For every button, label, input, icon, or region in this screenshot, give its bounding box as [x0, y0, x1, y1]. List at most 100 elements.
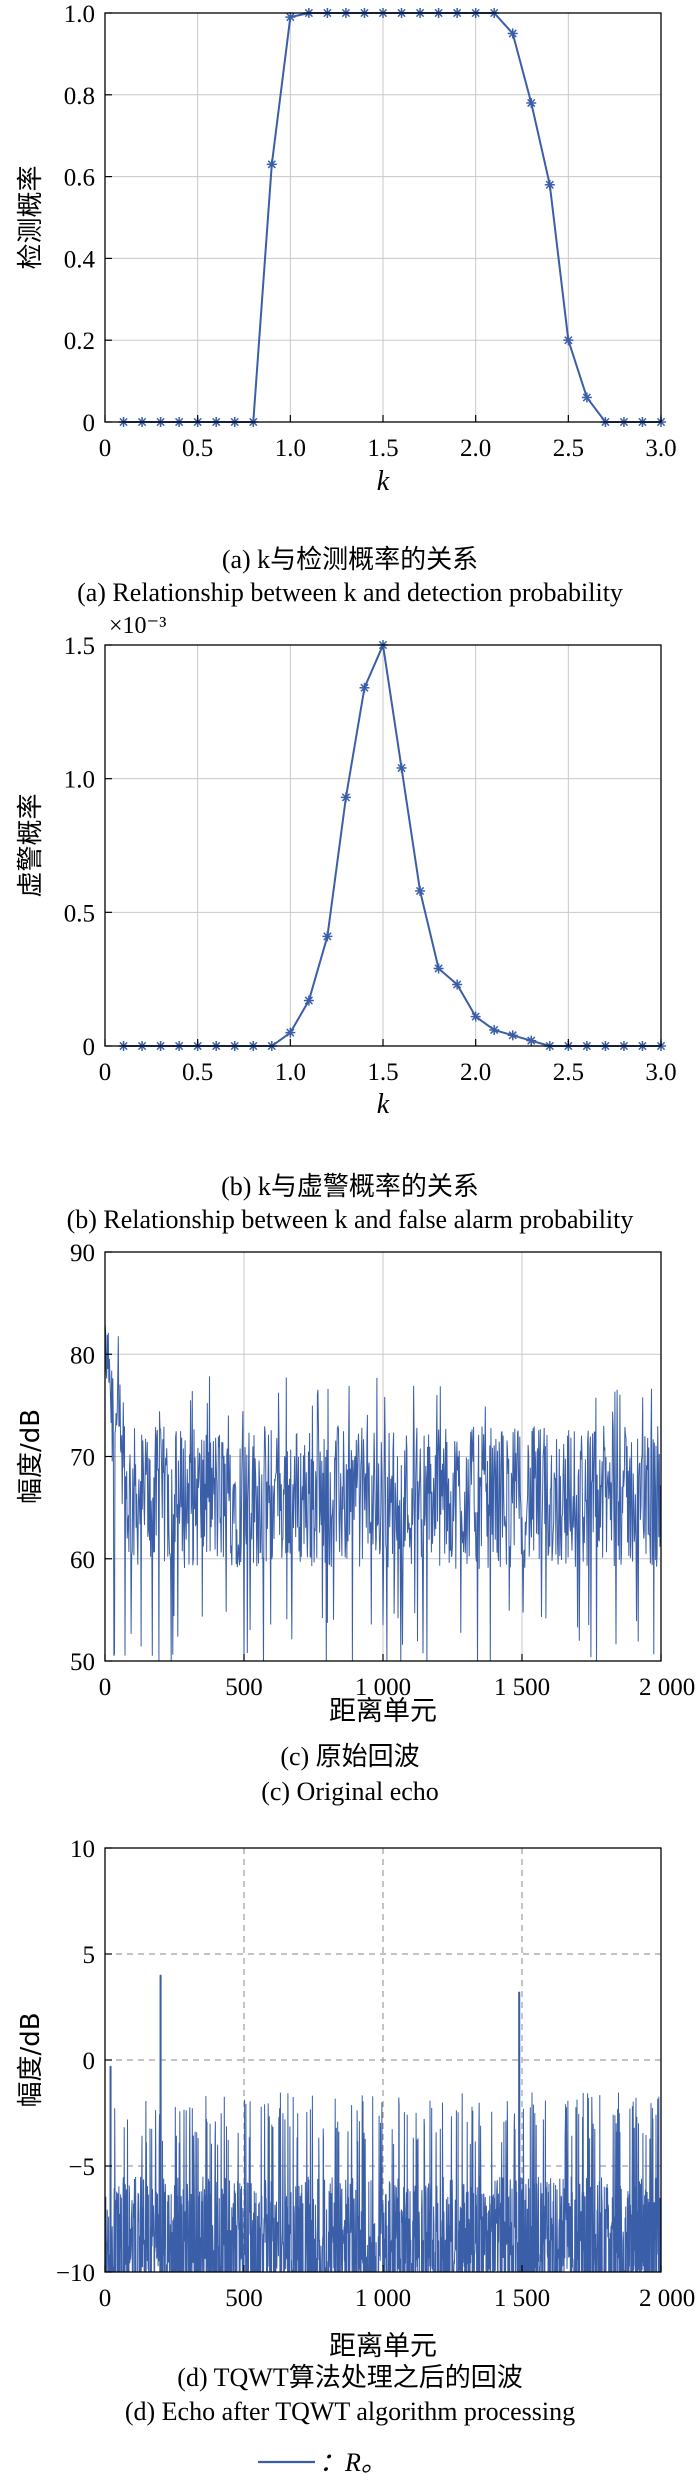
- chart-c-xtick-label-4: 2 000: [639, 1674, 695, 1701]
- chart-a-xtick-label-5: 2.5: [553, 435, 584, 462]
- chart-c-xtick-label-3: 1 500: [494, 1674, 550, 1701]
- chart-c-caption-en: (c) Original echo: [261, 1777, 439, 1806]
- chart-c-caption-cn: (c) 原始回波: [280, 1742, 419, 1771]
- chart-b-xtick-label-4: 2.0: [460, 1059, 491, 1086]
- chart-a-point-23: [544, 179, 555, 190]
- chart-b-exponent-label: ×10⁻³: [109, 613, 166, 639]
- chart-b-caption-cn: (b) k与虚警概率的关系: [221, 1172, 479, 1201]
- chart-b-point-18: [452, 979, 463, 990]
- chart-b-ytick-label-0: 0: [83, 1034, 96, 1061]
- chart-panel-b: 0 0.5 1.0 1.5 2.0 2.5 3.0 0 0.5 1.0 1.5 ×10⁻³ 虚警概率…: [16, 613, 677, 1234]
- chart-d-caption-cn: (d) TQWT算法处理之后的回波: [177, 2363, 522, 2392]
- chart-panel-c: 0 500 1 000 1 500 2 000 50 60 70 80 90 幅度/dB 距离单元…: [16, 1240, 695, 1806]
- chart-a-point-8: [266, 159, 277, 170]
- chart-d-ytick-label-3: 5: [83, 1942, 96, 1969]
- chart-panel-a: 0 0.5 1.0 1.5 2.0 2.5 3.0 0 0.2 0.4 0.6 0.8 1.0 检测概率…: [16, 1, 677, 607]
- chart-a-xtick-label-4: 2.0: [460, 435, 491, 462]
- chart-d-y-axis-label: 幅度/dB: [16, 2012, 46, 2107]
- chart-a-caption-cn: (a) k与检测概率的关系: [222, 545, 478, 574]
- chart-b-point-21: [507, 1030, 518, 1041]
- chart-d-xtick-label-2: 1 000: [355, 2285, 411, 2312]
- chart-a-point-24: [563, 335, 574, 346]
- chart-d-caption-en: (d) Echo after TQWT algorithm processing: [125, 2397, 575, 2426]
- chart-a-series-line: [123, 12, 661, 423]
- chart-b-y-axis-label: 虚警概率: [16, 793, 46, 897]
- chart-a-x-axis-label: k: [377, 466, 390, 497]
- chart-a-xtick-label-0: 0: [99, 435, 112, 462]
- chart-b-point-22: [526, 1035, 537, 1046]
- chart-c-plot-area: [105, 1323, 661, 1661]
- chart-c-ytick-label-1: 60: [70, 1547, 95, 1574]
- chart-c-ytick-label-3: 80: [70, 1342, 95, 1369]
- chart-b-series-line: [123, 641, 661, 1047]
- chart-a-ytick-label-2: 0.4: [64, 246, 96, 273]
- chart-d-x-axis-label: 距离单元: [329, 2331, 437, 2361]
- legend-label: ：R。: [319, 2448, 387, 2477]
- chart-a-xtick-label-3: 1.5: [367, 435, 398, 462]
- chart-d-series-line: [105, 1974, 661, 2272]
- chart-b-plot-area: [118, 640, 666, 1051]
- chart-a-point-9: [285, 12, 296, 23]
- chart-d-ytick-label-2: 0: [83, 2048, 96, 2075]
- chart-a-xtick-label-6: 3.0: [645, 435, 676, 462]
- chart-b-x-axis-label: k: [377, 1089, 390, 1120]
- chart-d-ytick-label-4: 10: [70, 1836, 95, 1863]
- chart-b-xtick-label-5: 2.5: [553, 1059, 584, 1086]
- chart-b-point-10: [303, 995, 314, 1006]
- chart-d-xtick-label-1: 500: [225, 2285, 263, 2312]
- chart-b-xtick-label-1: 0.5: [182, 1059, 213, 1086]
- chart-a-ytick-label-0: 0: [83, 410, 96, 437]
- chart-a-caption-en: (a) Relationship between k and detection…: [77, 578, 623, 607]
- chart-b-point-13: [359, 682, 370, 693]
- chart-a-ticks: 0 0.5 1.0 1.5 2.0 2.5 3.0 0 0.2 0.4 0.6 0.8 1.0: [64, 1, 677, 462]
- chart-b-point-9: [285, 1027, 296, 1038]
- chart-b-caption-en: (b) Relationship between k and false ala…: [67, 1205, 634, 1234]
- chart-d-plot-area: [105, 1974, 661, 2272]
- chart-b-xtick-label-2: 1.0: [275, 1059, 306, 1086]
- chart-b-point-15: [396, 762, 407, 773]
- chart-b-point-11: [322, 931, 333, 942]
- chart-a-ytick-label-4: 0.8: [64, 83, 95, 110]
- chart-a-plot-area: [118, 8, 666, 427]
- chart-b-xtick-label-3: 1.5: [367, 1059, 398, 1086]
- chart-a-xtick-label-1: 0.5: [182, 435, 213, 462]
- chart-d-xtick-label-3: 1 500: [494, 2285, 550, 2312]
- chart-a-ytick-label-3: 0.6: [64, 165, 95, 192]
- chart-b-point-12: [340, 792, 351, 803]
- chart-a-point-22: [526, 97, 537, 108]
- chart-c-x-axis-label: 距离单元: [329, 1696, 437, 1726]
- chart-b-grid: [105, 645, 661, 1046]
- chart-c-xtick-label-2: 1 000: [355, 1674, 411, 1701]
- chart-b-point-19: [470, 1011, 481, 1022]
- chart-d-ytick-label-0: −10: [56, 2260, 95, 2287]
- chart-b-point-17: [433, 963, 444, 974]
- chart-d-ytick-label-1: −5: [68, 2154, 95, 2181]
- chart-b-ytick-label-3: 1.5: [64, 633, 95, 660]
- chart-a-y-axis-label: 检测概率: [16, 165, 46, 269]
- chart-c-y-axis-label: 幅度/dB: [16, 1409, 46, 1504]
- chart-b-xtick-label-6: 3.0: [645, 1059, 676, 1086]
- chart-d-xtick-label-0: 0: [99, 2285, 112, 2312]
- chart-b-ytick-label-1: 0.5: [64, 900, 95, 927]
- chart-d-ticks: 0 500 1 000 1 500 2 000 −10 −5 0 5 10: [56, 1836, 695, 2312]
- chart-c-ytick-label-4: 90: [70, 1240, 95, 1267]
- chart-c-xtick-label-1: 500: [225, 1674, 263, 1701]
- chart-c-series-line: [105, 1323, 661, 1661]
- chart-b-point-20: [489, 1024, 500, 1035]
- chart-b-ytick-label-2: 1.0: [64, 767, 95, 794]
- chart-a-grid: [105, 13, 661, 422]
- chart-a-ytick-label-1: 0.2: [64, 328, 95, 355]
- chart-c-ticks: 0 500 1 000 1 500 2 000 50 60 70 80 90: [70, 1240, 695, 1701]
- chart-b-point-16: [415, 885, 426, 896]
- chart-c-xtick-label-0: 0: [99, 1674, 112, 1701]
- chart-c-ytick-label-0: 50: [70, 1649, 95, 1676]
- chart-d-xtick-label-4: 2 000: [639, 2285, 695, 2312]
- chart-c-ytick-label-2: 70: [70, 1445, 95, 1472]
- figure-legend: ：R。: [258, 2448, 387, 2477]
- chart-a-xtick-label-2: 1.0: [275, 435, 306, 462]
- chart-b-xtick-label-0: 0: [99, 1059, 112, 1086]
- chart-b-ticks: 0 0.5 1.0 1.5 2.0 2.5 3.0 0 0.5 1.0 1.5: [64, 633, 677, 1086]
- chart-a-point-21: [507, 28, 518, 39]
